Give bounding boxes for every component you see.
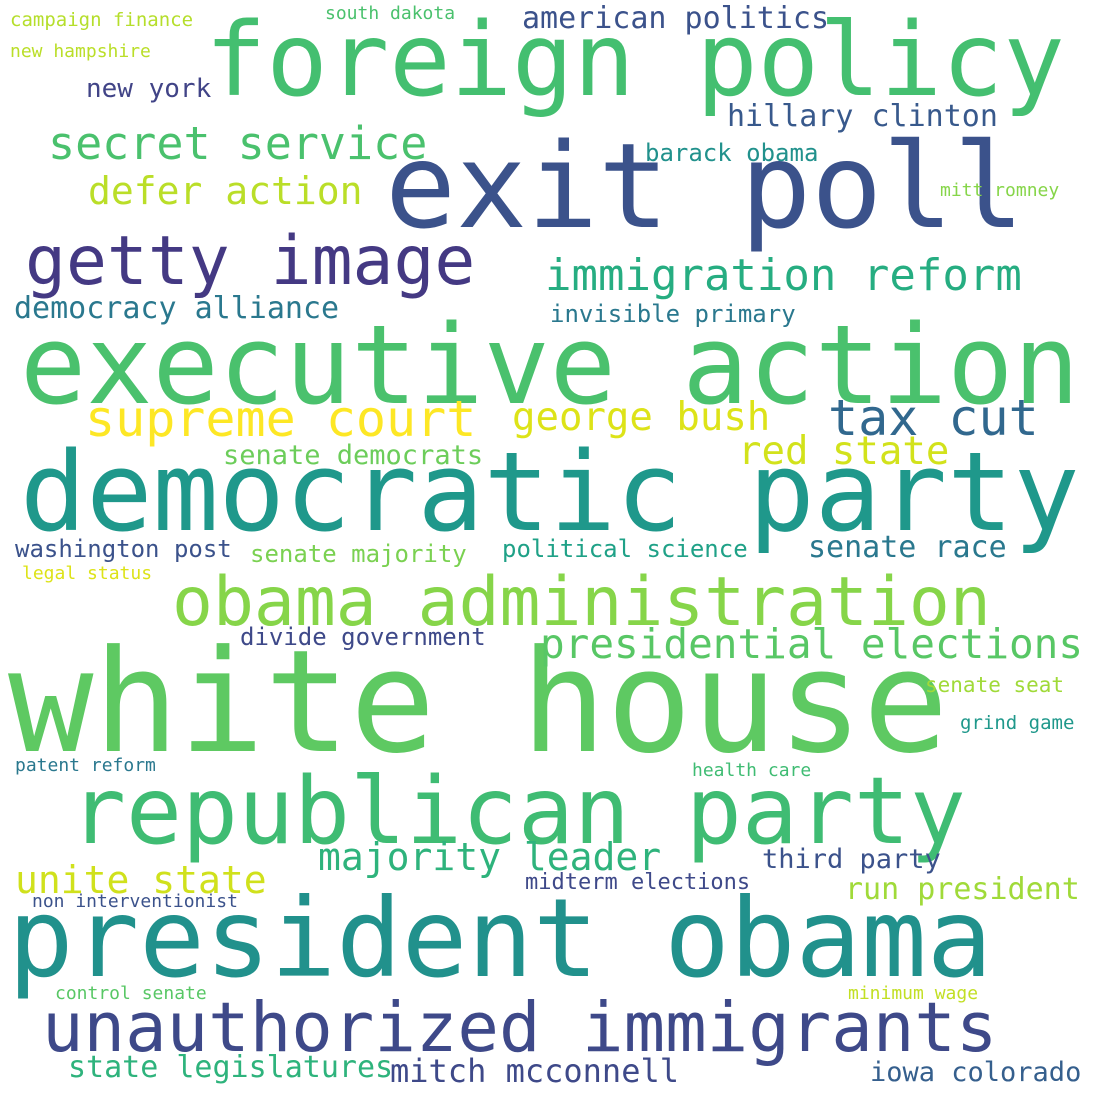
word-george-bush: george bush — [512, 395, 771, 440]
word-non-interventionist: non interventionist — [32, 891, 238, 912]
word-democratic-party: democratic party — [20, 428, 1080, 556]
word-third-party: third party — [762, 844, 941, 875]
word-american-politics: american politics — [522, 1, 830, 36]
word-run-president: run president — [845, 872, 1080, 907]
word-political-science: political science — [502, 535, 748, 563]
word-unauthorized-immigrants: unauthorized immigrants — [42, 988, 998, 1068]
word-minimum-wage: minimum wage — [848, 983, 979, 1004]
word-exit-poll: exit poll — [385, 117, 1025, 255]
word-majority-leader: majority leader — [318, 835, 662, 879]
word-divide-government: divide government — [240, 623, 486, 651]
word-state-legislatures: state legislatures — [68, 1050, 394, 1085]
word-control-senate: control senate — [55, 983, 207, 1004]
word-white-house: white house — [8, 620, 949, 785]
word-senate-seat: senate seat — [925, 673, 1065, 697]
word-tax-cut: tax cut — [828, 389, 1039, 447]
word-hillary-clinton: hillary clinton — [727, 99, 998, 134]
word-secret-service: secret service — [48, 117, 428, 170]
word-mitch-mcconnell: mitch mcconnell — [390, 1052, 679, 1090]
word-democracy-alliance: democracy alliance — [14, 291, 340, 326]
word-supreme-court: supreme court — [85, 390, 477, 448]
word-new-york: new york — [86, 74, 212, 104]
word-unite-state: unite state — [15, 858, 267, 902]
word-legal-status: legal status — [22, 563, 153, 584]
word-barack-obama: barack obama — [645, 139, 819, 167]
word-grind-game: grind game — [960, 712, 1075, 734]
word-invisible-primary: invisible primary — [550, 300, 796, 328]
word-getty-image: getty image — [25, 222, 476, 301]
word-immigration-reform: immigration reform — [545, 250, 1022, 301]
word-senate-majority: senate majority — [250, 540, 467, 568]
word-president-obama: president obama — [8, 875, 993, 1002]
word-foreign-policy: foreign policy — [205, 1, 1065, 120]
word-south-dakota: south dakota — [325, 3, 456, 24]
word-republican-party: republican party — [70, 757, 966, 865]
word-presidential-elections: presidential elections — [540, 620, 1084, 668]
word-iowa-colorado: iowa colorado — [870, 1057, 1082, 1088]
word-senate-race: senate race — [808, 530, 1007, 565]
word-mitt-romney: mitt romney — [940, 180, 1060, 201]
word-midterm-elections: midterm elections — [525, 870, 751, 895]
word-campaign-finance: campaign finance — [10, 9, 194, 31]
word-health-care: health care — [692, 760, 812, 781]
word-new-hampshire: new hampshire — [10, 41, 151, 62]
word-defer-action: defer action — [88, 169, 363, 213]
word-washington-post: washington post — [15, 535, 232, 563]
word-red-state: red state — [738, 429, 950, 474]
word-obama-administration: obama administration — [172, 563, 991, 642]
word-patent-reform: patent reform — [15, 755, 156, 776]
word-executive-action: executive action — [20, 301, 1080, 429]
word-senate-democrats: senate democrats — [223, 440, 484, 471]
